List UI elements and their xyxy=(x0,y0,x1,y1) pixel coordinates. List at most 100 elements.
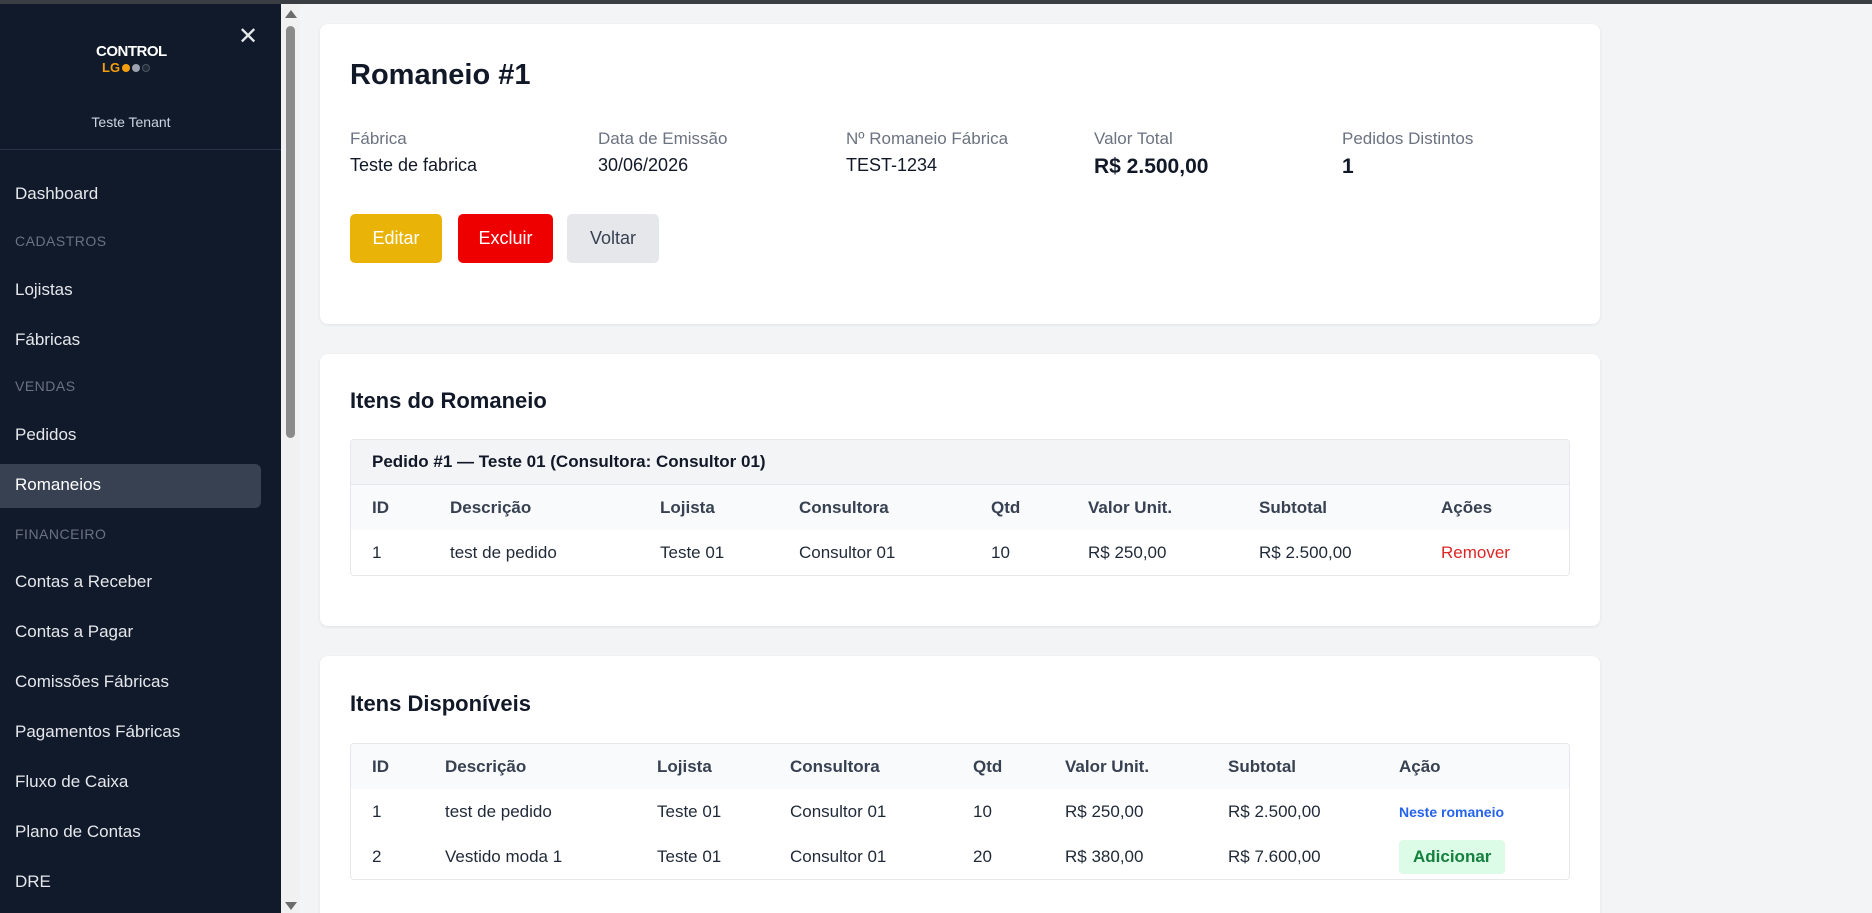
field-value: TEST-1234 xyxy=(846,155,938,175)
sidebar-section-financeiro: FINANCEIRO xyxy=(15,526,107,542)
cell-descricao: Vestido moda 1 xyxy=(445,846,563,866)
neste-romaneio-status[interactable]: Neste romaneio xyxy=(1399,803,1505,820)
column-header: Subtotal xyxy=(1259,497,1327,517)
cell-valor-unit: R$ 250,00 xyxy=(1088,542,1167,562)
sidebar-item-plano-contas[interactable]: Plano de Contas xyxy=(15,822,141,841)
table-row: 1 test de pedido Teste 01 Consultor 01 1… xyxy=(351,530,1569,575)
logo-text-control: CONTROL xyxy=(96,43,167,60)
sidebar-item-contas-pagar[interactable]: Contas a Pagar xyxy=(15,622,134,641)
field-label: Nº Romaneio Fábrica xyxy=(846,129,1009,148)
add-item-cell: Adicionar xyxy=(1399,834,1506,879)
cell-descricao: test de pedido xyxy=(450,542,557,562)
logo-dot-icon xyxy=(132,64,141,72)
sidebar-item-lojistas[interactable]: Lojistas xyxy=(15,280,73,299)
cell-lojista: Teste 01 xyxy=(657,846,722,866)
column-header: Qtd xyxy=(991,497,1021,517)
field-label: Data de Emissão xyxy=(598,129,728,148)
cell-subtotal: R$ 2.500,00 xyxy=(1259,542,1352,562)
delete-button[interactable]: Excluir xyxy=(458,214,553,263)
cell-qtd: 20 xyxy=(973,846,992,866)
column-header: Descrição xyxy=(445,756,527,776)
sidebar-item-fluxo-caixa[interactable]: Fluxo de Caixa xyxy=(15,772,129,791)
cell-consultora: Consultor 01 xyxy=(790,801,887,821)
field-fabrica: Fábrica Teste de fabrica xyxy=(350,129,590,176)
field-data-emissao: Data de Emissão 30/06/2026 xyxy=(598,129,838,176)
cell-subtotal: R$ 7.600,00 xyxy=(1228,846,1321,866)
cell-id: 2 xyxy=(372,846,382,866)
cell-consultora: Consultor 01 xyxy=(790,846,887,866)
close-sidebar-icon[interactable]: ✕ xyxy=(238,22,259,50)
itens-disponiveis-table: ID Descrição Lojista Consultora Qtd Valo… xyxy=(350,743,1570,880)
table-row: 1 test de pedido Teste 01 Consultor 01 1… xyxy=(351,789,1569,834)
column-header: Descrição xyxy=(450,497,532,517)
scroll-down-icon[interactable] xyxy=(285,902,297,910)
logo-text-lg: LG xyxy=(102,60,121,75)
cell-lojista: Teste 01 xyxy=(657,801,722,821)
column-header: Ação xyxy=(1399,756,1441,776)
field-value: 30/06/2026 xyxy=(598,155,689,175)
column-header: Lojista xyxy=(660,497,715,517)
field-numero-romaneio-fabrica: Nº Romaneio Fábrica TEST-1234 xyxy=(846,129,1086,176)
brand-logo: CONTROL LG xyxy=(96,43,167,78)
add-item-button[interactable]: Adicionar xyxy=(1399,839,1506,874)
sidebar-item-dashboard[interactable]: Dashboard xyxy=(15,184,99,203)
itens-romaneio-table: Pedido #1 — Teste 01 (Consultora: Consul… xyxy=(350,439,1570,576)
field-label: Pedidos Distintos xyxy=(1342,129,1474,148)
pedido-group-header: Pedido #1 — Teste 01 (Consultora: Consul… xyxy=(351,440,1569,485)
itens-romaneio-card: Itens do Romaneio Pedido #1 — Teste 01 (… xyxy=(320,354,1600,626)
sidebar-item-comissoes-fabricas[interactable]: Comissões Fábricas xyxy=(15,672,169,691)
cell-id: 1 xyxy=(372,542,382,562)
field-value: Teste de fabrica xyxy=(350,155,478,175)
sidebar-item-contas-receber[interactable]: Contas a Receber xyxy=(15,572,153,591)
table-header-row: ID Descrição Lojista Consultora Qtd Valo… xyxy=(351,485,1569,530)
page-title: Romaneio #1 xyxy=(350,59,531,91)
romaneio-details-card: Romaneio #1 Fábrica Teste de fabrica Dat… xyxy=(320,24,1600,324)
page-scrollbar[interactable] xyxy=(281,4,300,913)
sidebar-active-highlight xyxy=(0,464,261,508)
sidebar-item-pedidos[interactable]: Pedidos xyxy=(15,425,77,444)
column-header: Valor Unit. xyxy=(1088,497,1173,517)
field-value: R$ 2.500,00 xyxy=(1094,155,1209,178)
table-header-row: ID Descrição Lojista Consultora Qtd Valo… xyxy=(351,744,1569,789)
cell-consultora: Consultor 01 xyxy=(799,542,896,562)
cell-descricao: test de pedido xyxy=(445,801,552,821)
scroll-up-icon[interactable] xyxy=(285,10,297,18)
edit-button[interactable]: Editar xyxy=(350,214,442,263)
table-row: 2 Vestido moda 1 Teste 01 Consultor 01 2… xyxy=(351,834,1569,879)
logo-dot-icon xyxy=(142,64,151,72)
main-content: Romaneio #1 Fábrica Teste de fabrica Dat… xyxy=(300,4,1872,913)
cell-subtotal: R$ 2.500,00 xyxy=(1228,801,1321,821)
scroll-thumb[interactable] xyxy=(286,26,295,438)
logo-dot-icon xyxy=(122,64,131,72)
field-valor-total: Valor Total R$ 2.500,00 xyxy=(1094,129,1334,179)
sidebar-section-cadastros: CADASTROS xyxy=(15,233,107,249)
field-pedidos-distintos: Pedidos Distintos 1 xyxy=(1342,129,1582,179)
sidebar-item-pagamentos-fabricas[interactable]: Pagamentos Fábricas xyxy=(15,722,181,741)
sidebar-item-fabricas[interactable]: Fábricas xyxy=(15,330,81,349)
column-header: Subtotal xyxy=(1228,756,1296,776)
cell-qtd: 10 xyxy=(973,801,992,821)
sidebar-section-vendas: VENDAS xyxy=(15,378,76,394)
field-value: 1 xyxy=(1342,155,1354,178)
column-header: Qtd xyxy=(973,756,1003,776)
column-header: ID xyxy=(372,497,389,517)
field-label: Fábrica xyxy=(350,129,407,148)
itens-disponiveis-card: Itens Disponíveis ID Descrição Lojista C… xyxy=(320,656,1600,913)
section-title: Itens do Romaneio xyxy=(350,388,547,413)
cell-valor-unit: R$ 250,00 xyxy=(1065,801,1144,821)
section-title: Itens Disponíveis xyxy=(350,691,531,716)
column-header: Consultora xyxy=(799,497,889,517)
sidebar-item-romaneios[interactable]: Romaneios xyxy=(15,475,101,494)
back-button[interactable]: Voltar xyxy=(567,214,659,263)
tenant-name: Teste Tenant xyxy=(91,114,171,130)
sidebar: ✕ CONTROL LG Teste Tenant Dashboard CADA… xyxy=(0,4,281,913)
column-header: Lojista xyxy=(657,756,712,776)
cell-valor-unit: R$ 380,00 xyxy=(1065,846,1144,866)
window-top-border xyxy=(0,0,1872,4)
column-header: Consultora xyxy=(790,756,880,776)
cell-id: 1 xyxy=(372,801,382,821)
remove-link[interactable]: Remover xyxy=(1441,542,1510,562)
sidebar-item-dre[interactable]: DRE xyxy=(15,872,51,891)
column-header: Valor Unit. xyxy=(1065,756,1150,776)
sidebar-divider xyxy=(0,149,281,150)
